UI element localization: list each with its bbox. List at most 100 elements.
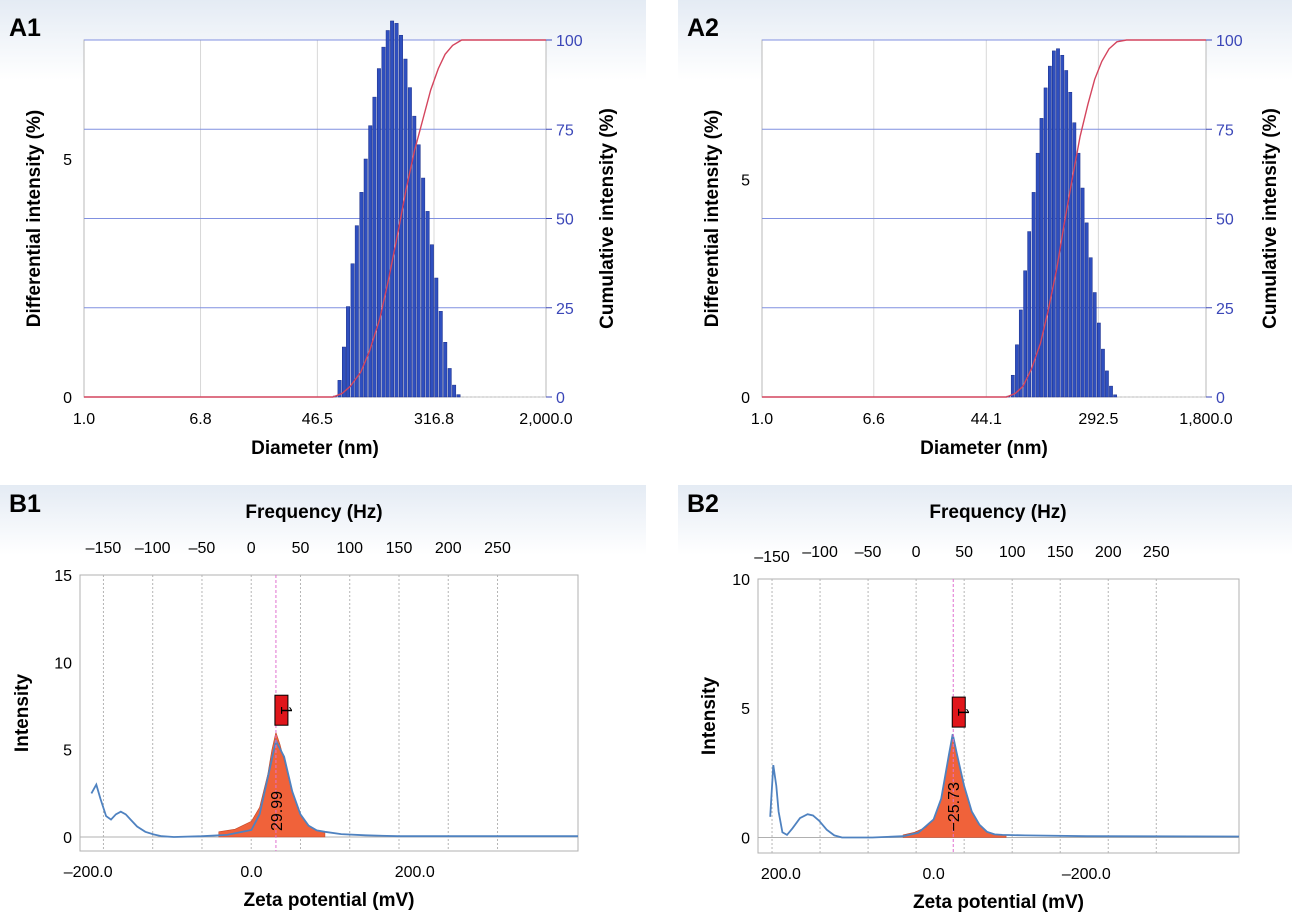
chart-panel-A1: 1.0 6.8 46.5 316.8 2,000.0 0 5 0 25 50 75 100 A1 Diam… <box>0 0 646 470</box>
size-bar <box>425 211 430 398</box>
x2-axis-title: Frequency (Hz) <box>929 502 1066 523</box>
y-tick-label: 0 <box>63 390 72 407</box>
size-bar <box>429 244 434 398</box>
y2-tick-label: 25 <box>556 301 574 318</box>
cumulative-line <box>762 39 1206 398</box>
y2-tick-label: 0 <box>556 390 565 407</box>
x-tick-label: 6.8 <box>189 411 211 428</box>
size-bar <box>438 311 443 398</box>
x2-tick-label: 100 <box>999 544 1026 561</box>
x-tick-label: –200.0 <box>1062 866 1111 883</box>
size-bar <box>1027 231 1032 398</box>
size-bar <box>421 177 426 398</box>
y2-tick-label: 25 <box>1216 301 1234 318</box>
x2-axis-title: Frequency (Hz) <box>245 502 382 523</box>
size-bar <box>1056 48 1060 398</box>
y2-axis-title: Cumulative intensity (%) <box>597 108 618 329</box>
x-tick-label: 6.6 <box>863 411 885 428</box>
size-bar <box>354 225 359 398</box>
chart-A1: 1.0 6.8 46.5 316.8 2,000.0050255075100A1Diam… <box>0 0 646 459</box>
chart-panel-A2: 1.0 6.6 44.1 292.5 1,800.0 0 5 0 25 50 75 100 A2 Diam… <box>678 0 1292 470</box>
x-axis-title: Diameter (nm) <box>920 438 1048 459</box>
size-bar <box>1088 257 1093 398</box>
x-tick-label: 44.1 <box>971 411 1002 428</box>
y-tick-label: 5 <box>741 172 750 189</box>
x-tick-label: 200.0 <box>395 864 435 881</box>
size-bar <box>1101 348 1105 398</box>
x-tick-label: 0.0 <box>240 864 262 881</box>
size-bar <box>403 58 408 398</box>
size-bar <box>1052 50 1056 398</box>
x2-tick-label: 100 <box>336 540 363 557</box>
size-bar <box>1039 118 1044 398</box>
size-bar <box>1105 370 1109 398</box>
intensity-line <box>769 733 1240 839</box>
y-tick-label: 0 <box>741 390 750 407</box>
plot-area <box>757 578 1240 854</box>
size-bar <box>412 115 417 398</box>
x-tick-label: 0.0 <box>922 866 944 883</box>
panel-background <box>678 485 1292 555</box>
x-axis-title: Zeta potential (mV) <box>913 892 1084 913</box>
size-bar <box>456 394 461 398</box>
size-bar <box>447 368 452 398</box>
size-bar <box>372 96 377 398</box>
chart-A2: 1.0 6.6 44.1 292.5 1,800.0050255075100A2Diam… <box>678 0 1292 459</box>
x-tick-label: 1,800.0 <box>1179 411 1232 428</box>
size-bar <box>1080 187 1085 398</box>
size-bar <box>1048 65 1052 398</box>
y-tick-label: 15 <box>54 568 72 585</box>
size-bar <box>1031 192 1036 398</box>
panel-label: B1 <box>9 490 41 518</box>
y2-tick-label: 100 <box>556 33 583 50</box>
size-bar <box>350 263 355 398</box>
x2-tick-label: 50 <box>292 540 310 557</box>
x-tick-label: 1.0 <box>73 411 95 428</box>
x2-tick-label: –50 <box>855 544 882 561</box>
peak-value-label: 29.99 <box>269 791 286 831</box>
x2-tick-label: 200 <box>435 540 462 557</box>
size-bar <box>368 125 373 398</box>
x2-tick-label: –150 <box>86 540 122 557</box>
size-bar <box>390 20 395 398</box>
size-bar <box>1018 309 1023 398</box>
x-tick-label: 316.8 <box>414 411 454 428</box>
size-bar <box>346 306 350 398</box>
y-axis-title: Differential intensity (%) <box>702 110 723 327</box>
size-bar <box>1064 70 1069 398</box>
size-bar <box>376 68 381 398</box>
x2-tick-label: 0 <box>247 540 256 557</box>
size-bar <box>1092 292 1097 398</box>
size-bar <box>1043 87 1048 398</box>
size-bar <box>434 277 439 398</box>
x2-tick-label: –50 <box>189 540 216 557</box>
peak-marker-box <box>274 694 289 726</box>
x-tick-label: 2,000.0 <box>519 411 572 428</box>
intensity-line <box>90 738 578 838</box>
x-axis-title: Zeta potential (mV) <box>243 890 414 911</box>
size-bar <box>1072 122 1077 398</box>
chart-B1: 129.99–200.0 0.0 200.0–150 –100 –50 0 50 100 150… <box>0 485 646 911</box>
size-bar <box>363 158 368 398</box>
y-tick-label: 5 <box>63 743 72 760</box>
y2-tick-label: 50 <box>1216 212 1234 229</box>
y2-tick-label: 75 <box>556 122 574 139</box>
x2-tick-label: 150 <box>386 540 413 557</box>
size-bar <box>1015 344 1019 398</box>
peak-marker-label: 1 <box>954 708 971 717</box>
x2-tick-label: 50 <box>955 544 973 561</box>
x2-tick-label: 250 <box>484 540 511 557</box>
y-axis-title: Intensity <box>12 674 33 753</box>
x2-tick-label: 0 <box>912 544 921 561</box>
size-bar <box>1109 385 1113 398</box>
x-axis-title: Diameter (nm) <box>251 438 379 459</box>
y2-tick-label: 0 <box>1216 390 1225 407</box>
size-bar <box>1113 394 1117 398</box>
size-bar <box>1068 91 1073 398</box>
x2-tick-label: 200 <box>1095 544 1122 561</box>
x2-tick-label: 250 <box>1143 544 1170 561</box>
peak-value-label: −25.73 <box>946 782 963 831</box>
panel-label: A1 <box>9 14 41 42</box>
chart-panel-B1: 1 29.99 –200.0 0.0 200.0 –150 –100 –50 0 50 100 150… <box>0 485 646 920</box>
